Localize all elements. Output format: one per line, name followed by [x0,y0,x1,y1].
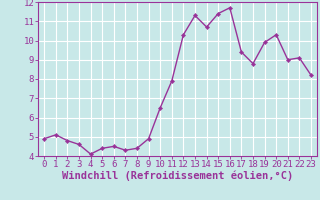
X-axis label: Windchill (Refroidissement éolien,°C): Windchill (Refroidissement éolien,°C) [62,171,293,181]
